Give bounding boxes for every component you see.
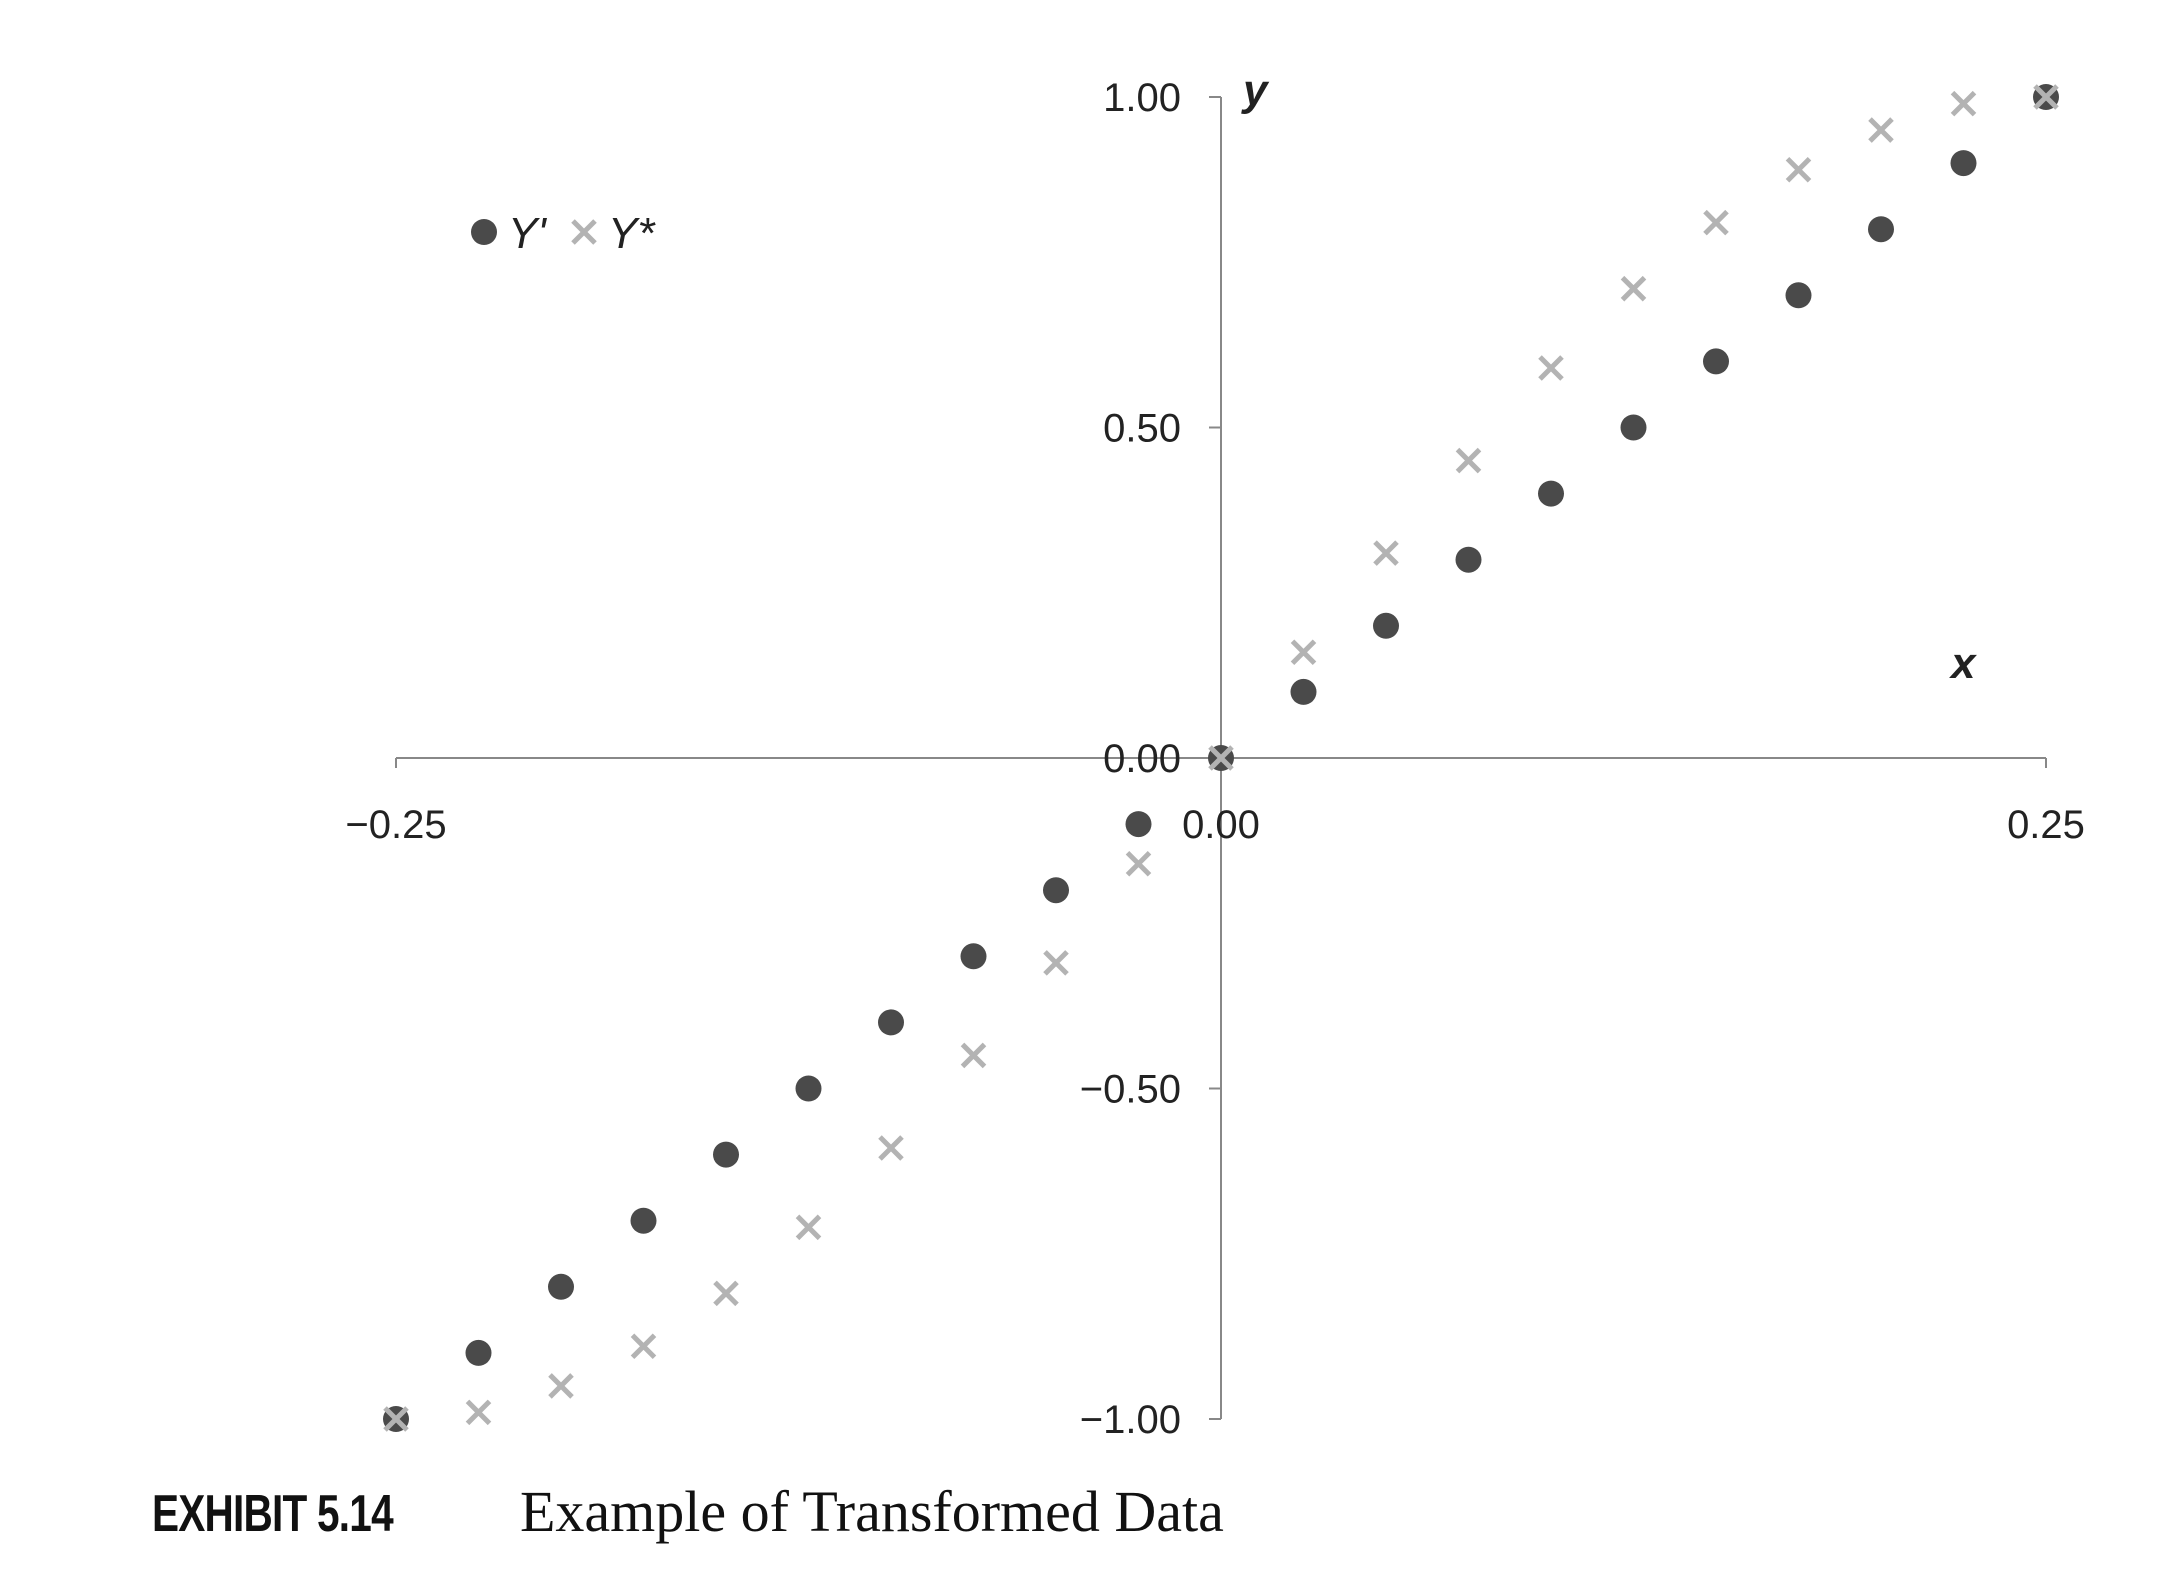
x-marker-stroke — [2033, 84, 2059, 110]
legend-label: Y* — [608, 209, 656, 258]
point-y-star — [630, 1333, 657, 1360]
exhibit-label: EXHIBIT 5.14 — [152, 1485, 394, 1543]
x-marker-stroke — [571, 219, 597, 245]
point-y-prime — [1455, 546, 1482, 573]
legend-label: Y' — [508, 209, 547, 258]
point-y-star — [713, 1280, 739, 1307]
data-points — [383, 84, 2059, 1432]
point-y-star — [1043, 950, 1069, 976]
x-tick-label: 0.25 — [2007, 803, 2085, 847]
point-y-prime — [630, 1207, 657, 1234]
x-marker-stroke — [465, 1399, 492, 1426]
x-marker-stroke — [1043, 950, 1069, 976]
series-y-star — [383, 84, 2059, 1432]
point-y-prime — [960, 943, 987, 970]
point-y-star — [1290, 639, 1317, 666]
x-marker-stroke — [548, 1373, 574, 1399]
point-y-star — [1785, 156, 1812, 183]
x-marker-stroke — [1373, 540, 1399, 566]
point-y-prime — [1125, 811, 1152, 838]
point-y-star — [2033, 84, 2059, 110]
point-y-star — [960, 1042, 987, 1069]
x-marker-stroke — [878, 1135, 904, 1161]
y-tick-label: 0.50 — [1103, 407, 1181, 451]
point-y-star — [383, 1406, 409, 1432]
point-y-star — [1950, 90, 1977, 117]
x-marker-stroke — [1868, 117, 1894, 143]
point-y-star — [878, 1135, 904, 1161]
x-marker-stroke — [383, 1406, 409, 1432]
point-y-star — [1125, 850, 1152, 877]
x-marker-stroke — [1538, 355, 1564, 381]
point-y-prime — [713, 1141, 739, 1168]
point-y-prime — [795, 1075, 822, 1102]
point-y-star — [795, 1214, 822, 1241]
point-y-star — [1208, 745, 1234, 771]
point-y-star — [1703, 209, 1729, 236]
point-y-star — [1373, 540, 1399, 566]
point-y-prime — [1868, 216, 1894, 243]
x-marker-stroke — [1950, 90, 1977, 117]
exhibit-title: Example of Transformed Data — [520, 1479, 1224, 1544]
y-tick-label: −1.00 — [1080, 1398, 1181, 1442]
tick-labels: −0.25 0.00 0.25 −1.00 −0.50 0.00 0.50 1.00 — [345, 76, 2085, 1442]
point-y-prime — [1703, 348, 1729, 375]
point-y-prime — [1538, 480, 1564, 507]
point-y-star — [1868, 117, 1894, 143]
x-marker-stroke — [1620, 275, 1647, 302]
point-y-prime — [1950, 150, 1977, 177]
x-tick-label: −0.25 — [345, 803, 446, 847]
x-marker-stroke — [1455, 447, 1482, 474]
x-marker-stroke — [960, 1042, 987, 1069]
point-y-prime — [1620, 414, 1647, 441]
legend-marker-y-prime — [471, 219, 497, 245]
x-marker-stroke — [1290, 639, 1317, 666]
point-y-star — [465, 1399, 492, 1426]
y-tick-label: −0.50 — [1080, 1068, 1181, 1112]
y-tick-label: 0.00 — [1103, 737, 1181, 781]
point-y-prime — [1290, 678, 1317, 705]
point-y-prime — [878, 1009, 904, 1036]
legend-marker-y-star — [571, 219, 597, 245]
point-y-prime — [1373, 612, 1399, 639]
x-marker-stroke — [713, 1280, 739, 1307]
point-y-prime — [465, 1339, 492, 1366]
x-marker-stroke — [795, 1214, 822, 1241]
legend: Y' Y* — [471, 209, 656, 258]
x-axis-title: x — [1949, 639, 1977, 688]
point-y-star — [1538, 355, 1564, 381]
x-marker-stroke — [1125, 850, 1152, 877]
x-marker-stroke — [1785, 156, 1812, 183]
point-y-star — [1455, 447, 1482, 474]
x-tick-label: 0.00 — [1182, 803, 1260, 847]
point-y-prime — [548, 1273, 574, 1300]
x-marker-stroke — [1703, 209, 1729, 236]
x-marker-stroke — [1208, 745, 1234, 771]
x-marker-stroke — [630, 1333, 657, 1360]
y-tick-label: 1.00 — [1103, 76, 1181, 120]
point-y-star — [1620, 275, 1647, 302]
point-y-prime — [1785, 282, 1812, 309]
point-y-star — [548, 1373, 574, 1399]
exhibit-caption: EXHIBIT 5.14 Example of Transformed Data — [152, 1478, 1224, 1545]
y-axis-title: y — [1241, 66, 1270, 115]
point-y-prime — [1043, 877, 1069, 904]
